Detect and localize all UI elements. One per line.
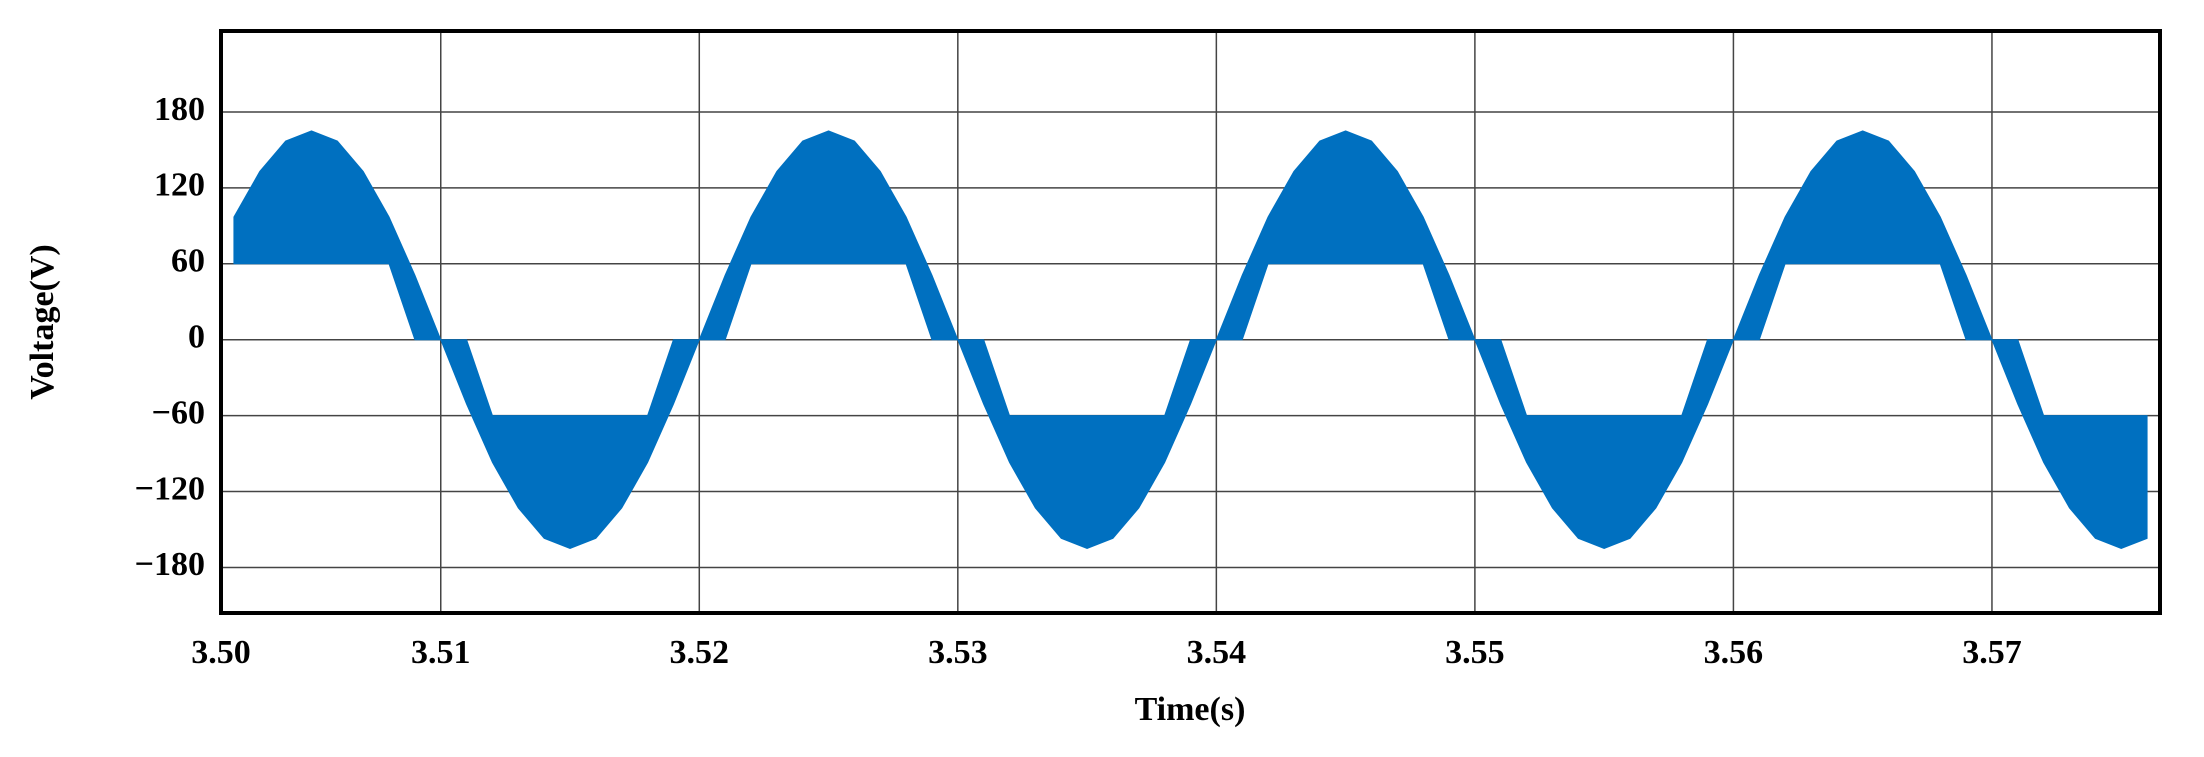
x-tick-label: 3.50: [191, 634, 251, 671]
x-tick-label: 3.55: [1445, 634, 1505, 671]
x-tick-label: 3.51: [411, 634, 471, 671]
y-axis-title: Voltage(V): [24, 244, 61, 400]
x-tick-label: 3.56: [1704, 634, 1764, 671]
x-tick-label: 3.54: [1187, 634, 1247, 671]
y-tick-label: −120: [135, 470, 205, 507]
x-tick-label: 3.52: [670, 634, 730, 671]
plot-frame: [219, 29, 2162, 615]
y-tick-label: 60: [171, 243, 205, 280]
x-tick-label: 3.57: [1962, 634, 2022, 671]
y-tick-label: 120: [154, 167, 205, 204]
y-tick-label: −180: [135, 546, 205, 583]
y-tick-label: −60: [152, 394, 205, 431]
x-axis-title: Time(s): [1135, 691, 1246, 728]
x-tick-label: 3.53: [928, 634, 988, 671]
y-tick-label: 0: [188, 319, 205, 356]
voltage-band: [233, 130, 2148, 550]
y-tick-label: 180: [154, 91, 205, 128]
